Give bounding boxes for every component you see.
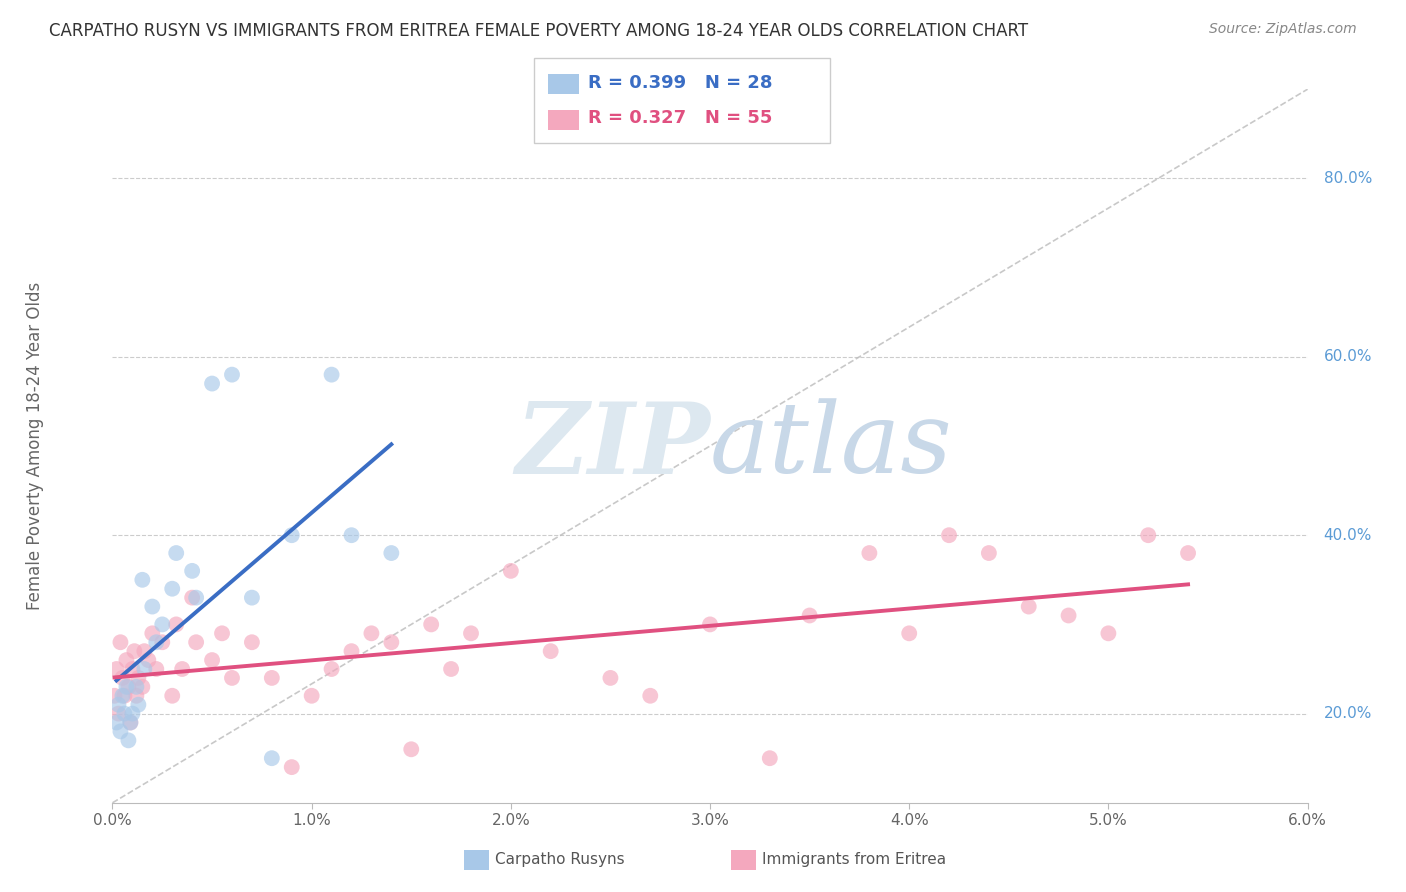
Text: Female Poverty Among 18-24 Year Olds: Female Poverty Among 18-24 Year Olds [25,282,44,610]
Point [165,617,187,632]
Point [938,528,960,542]
Point [858,546,880,560]
Text: 80.0%: 80.0% [1323,171,1372,186]
Point [110,724,132,739]
Point [103,689,125,703]
Point [460,626,482,640]
Point [114,706,135,721]
Point [380,635,402,649]
Point [117,733,139,747]
Point [107,698,129,712]
Point [321,368,343,382]
Text: R = 0.327   N = 55: R = 0.327 N = 55 [588,109,772,127]
Point [799,608,821,623]
Point [420,617,443,632]
Point [121,706,143,721]
Point [131,680,153,694]
Point [172,662,194,676]
Point [1057,608,1080,623]
Point [221,671,243,685]
Point [127,671,149,685]
Point [260,671,283,685]
Point [1137,528,1160,542]
Point [141,626,163,640]
Text: Source: ZipAtlas.com: Source: ZipAtlas.com [1209,22,1357,37]
Point [281,528,304,542]
Point [1177,546,1199,560]
Point [138,653,160,667]
Text: 20.0%: 20.0% [1323,706,1372,721]
Point [699,617,721,632]
Point [165,546,187,560]
Point [380,546,402,560]
Point [125,689,148,703]
Point [759,751,782,765]
Point [145,635,167,649]
Point [301,689,323,703]
Point [340,528,363,542]
Point [221,368,243,382]
Point [240,591,263,605]
Point [281,760,304,774]
Text: R = 0.399   N = 28: R = 0.399 N = 28 [588,73,772,92]
Point [115,653,138,667]
Point [124,644,146,658]
Point [1097,626,1119,640]
Point [240,635,263,649]
Point [150,617,173,632]
Text: 40.0%: 40.0% [1323,528,1372,542]
Point [898,626,921,640]
Point [260,751,283,765]
Text: Immigrants from Eritrea: Immigrants from Eritrea [762,853,946,867]
Point [181,564,204,578]
Point [162,582,183,596]
Point [181,591,204,605]
Text: 60.0%: 60.0% [1323,350,1372,364]
Point [145,662,167,676]
Point [162,689,183,703]
Point [131,573,153,587]
Point [499,564,522,578]
Point [105,662,128,676]
Text: CARPATHO RUSYN VS IMMIGRANTS FROM ERITREA FEMALE POVERTY AMONG 18-24 YEAR OLDS C: CARPATHO RUSYN VS IMMIGRANTS FROM ERITRE… [49,22,1028,40]
Point [105,715,128,730]
Point [977,546,1000,560]
Point [440,662,463,676]
Point [1018,599,1040,614]
Point [540,644,562,658]
Point [120,715,142,730]
Point [111,689,134,703]
Point [201,376,224,391]
Point [186,591,208,605]
Point [141,599,163,614]
Point [114,689,135,703]
Point [201,653,224,667]
Point [150,635,173,649]
Text: ZIP: ZIP [515,398,710,494]
Point [599,671,621,685]
Point [340,644,363,658]
Point [125,680,148,694]
Point [134,662,156,676]
Point [110,635,132,649]
Text: Carpatho Rusyns: Carpatho Rusyns [495,853,624,867]
Point [117,680,139,694]
Point [121,662,143,676]
Point [127,698,149,712]
Text: atlas: atlas [710,399,953,493]
Point [107,706,129,721]
Point [401,742,423,756]
Point [360,626,382,640]
Point [211,626,233,640]
Point [134,644,156,658]
Point [115,680,138,694]
Point [111,671,134,685]
Point [640,689,662,703]
Point [321,662,343,676]
Point [120,715,142,730]
Point [186,635,208,649]
